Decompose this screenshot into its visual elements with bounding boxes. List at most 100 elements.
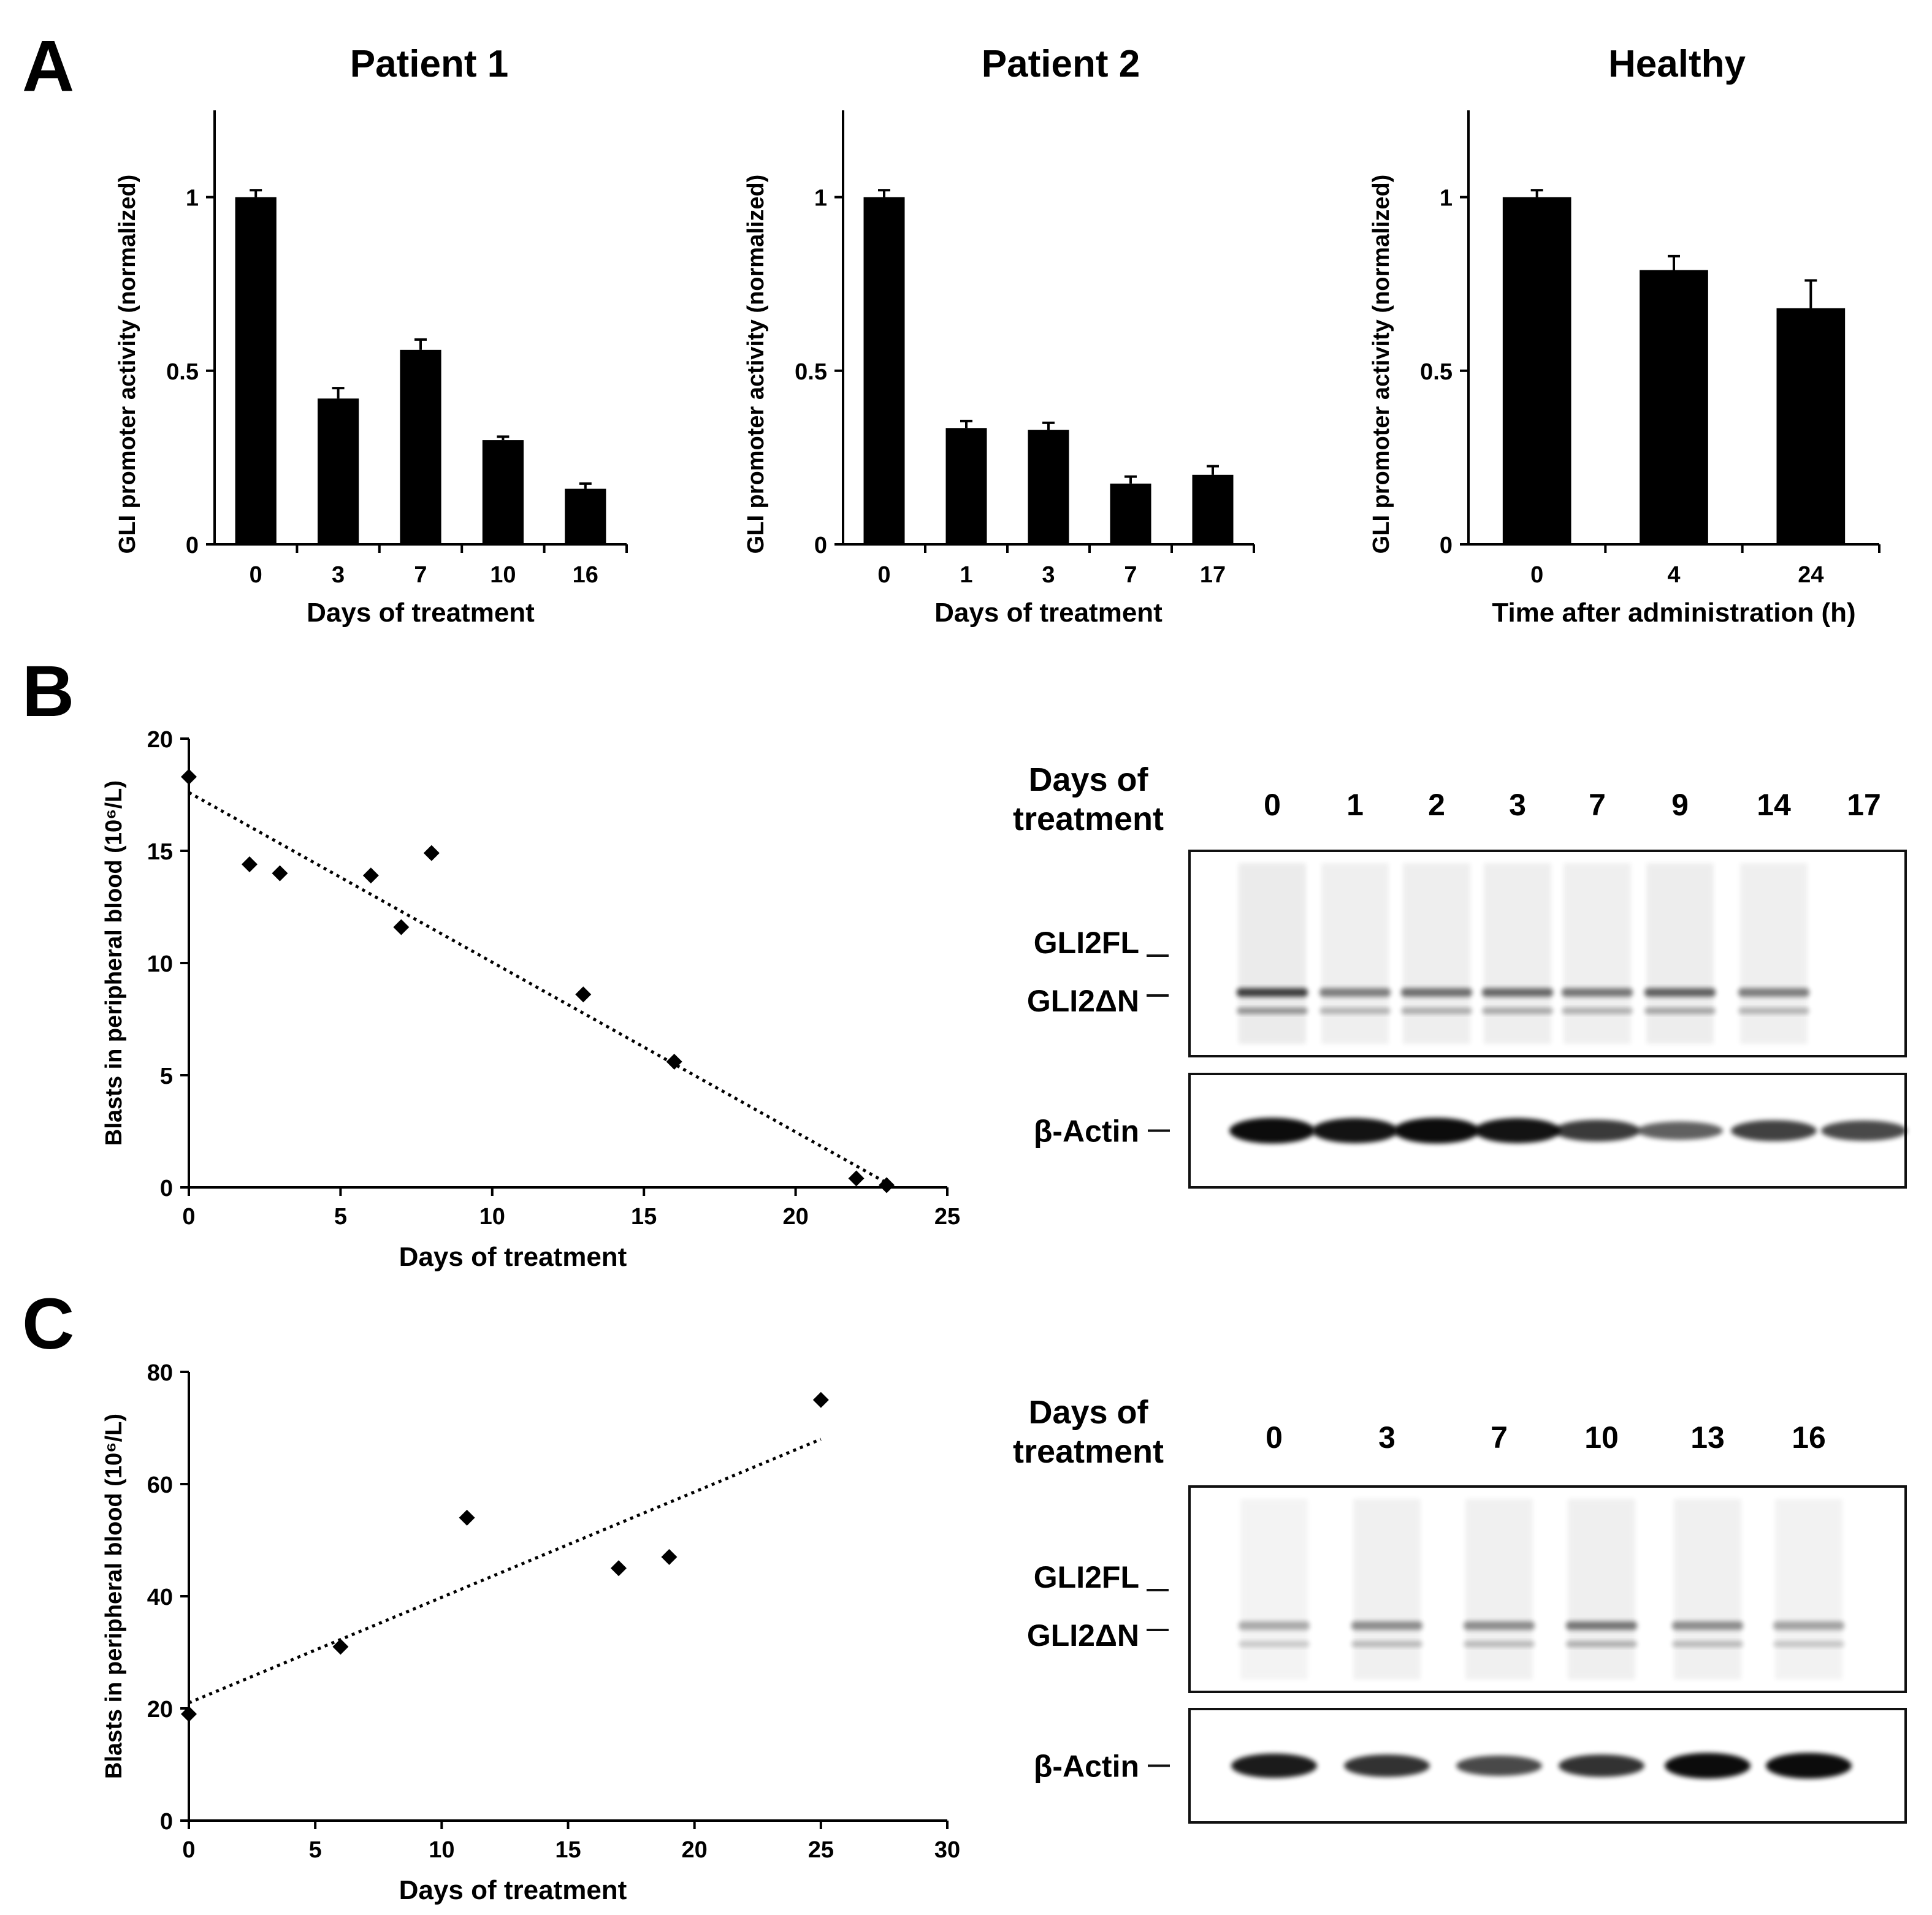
gli2-band [1644,988,1716,997]
y-tick-label: 20 [147,727,173,753]
actin-band [1394,1117,1480,1144]
gli2-band-lower [1672,1641,1743,1647]
bar-chart-1: Patient 1 0 0.5 1 GLI promoter activity (nor… [115,43,628,628]
bar [318,398,359,544]
x-tick-label: 0 [877,562,890,588]
blot-header-line2: treatment [1013,1433,1164,1470]
x-tick-label: 10 [490,562,516,588]
x-tick-label: 17 [1200,562,1226,588]
gli2-band [1237,988,1308,997]
lane-label: 17 [1847,788,1881,822]
data-point [272,865,288,881]
actin-band [1312,1118,1398,1143]
gli2-band [1672,1621,1743,1630]
panel-label-a: A [22,26,74,107]
actin-band [1456,1755,1542,1776]
panel-label-b: B [22,651,74,732]
blot-header-line2: treatment [1013,801,1164,837]
lane-smear [1775,1499,1842,1680]
lane-smear [1564,863,1631,1044]
gli2-band-lower [1237,1008,1308,1014]
gli2-band-lower [1482,1008,1553,1014]
chart-title: Patient 2 [982,43,1140,85]
y-tick-label: 60 [147,1472,173,1498]
lane-label: 10 [1584,1420,1619,1455]
gli2-band-lower [1773,1641,1844,1647]
y-axis-label: GLI promoter activity (normalized) [115,175,140,554]
bar [1776,308,1846,544]
gli2-band-lower [1401,1008,1472,1014]
lane-label: 3 [1378,1420,1396,1455]
x-tick-label: 10 [479,1204,505,1230]
blot-header-line1: Days of [1028,1394,1148,1431]
gli2-band [1482,988,1553,997]
x-axis-label: Days of treatment [934,598,1163,628]
data-point [812,1392,829,1408]
data-point [423,845,440,861]
y-tick-label: 0.5 [1420,359,1453,385]
lane-label: 14 [1757,788,1791,822]
x-tick-label: 20 [682,1837,708,1863]
lane-label: 1 [1346,788,1364,822]
gli2-band-lower [1239,1641,1310,1647]
lane-label: 9 [1671,788,1689,822]
chart-title: Healthy [1608,43,1746,85]
panel-label-c: C [22,1284,74,1365]
lane-label: 0 [1266,1420,1283,1455]
lane-smear [1740,863,1808,1044]
actin-band [1731,1120,1817,1141]
actin-label: β-Actin [1034,1749,1139,1784]
data-point [848,1170,865,1187]
x-tick-label: 1 [960,562,972,588]
gli2-band-lower [1319,1008,1391,1014]
actin-band [1637,1121,1723,1140]
actin-band [1229,1117,1315,1144]
lane-smear [1321,863,1389,1044]
y-tick-label: 1 [186,186,199,211]
x-tick-label: 0 [182,1204,195,1230]
y-tick-label: 80 [147,1360,173,1386]
data-point [362,867,379,884]
bar [1110,483,1151,544]
x-tick-label: 30 [934,1837,960,1863]
lane-smear [1646,863,1714,1044]
bar [945,428,987,544]
bar [1192,474,1234,544]
data-point [393,919,410,935]
lane-label: 2 [1428,788,1445,822]
lane-label: 7 [1589,788,1606,822]
bar [400,349,441,544]
gli2-band [1401,988,1472,997]
gli2-band-lower [1562,1008,1633,1014]
gli2-band [1566,1621,1637,1630]
y-tick-label: 1 [814,186,827,211]
x-tick-label: 0 [1530,562,1543,588]
y-tick-label: 0 [160,1809,173,1835]
data-point [610,1560,627,1577]
data-point [181,769,197,785]
actin-band [1821,1120,1907,1141]
gli2-band-lower [1566,1641,1637,1647]
x-tick-label: 15 [631,1204,657,1230]
blot-header-line1: Days of [1028,761,1148,798]
x-tick-label: 16 [573,562,598,588]
y-tick-label: 0 [160,1176,173,1201]
gli2-band [1562,988,1633,997]
gli2-band [1773,1621,1844,1630]
lane-label: 13 [1690,1420,1725,1455]
actin-band [1766,1753,1852,1779]
y-axis-label: GLI promoter activity (normalized) [743,175,769,554]
lane-smear [1353,1499,1421,1680]
gli2-band [1319,988,1391,997]
lane-label: 3 [1509,788,1526,822]
trendline [188,791,888,1184]
y-axis-label: Blasts in peripheral blood (10⁶/L) [101,1414,127,1779]
bar [565,489,606,544]
x-tick-label: 20 [782,1204,808,1230]
lane-smear [1240,1499,1308,1680]
actin-label: β-Actin [1034,1114,1139,1149]
x-tick-label: 4 [1667,562,1680,588]
trendline [188,1437,822,1705]
